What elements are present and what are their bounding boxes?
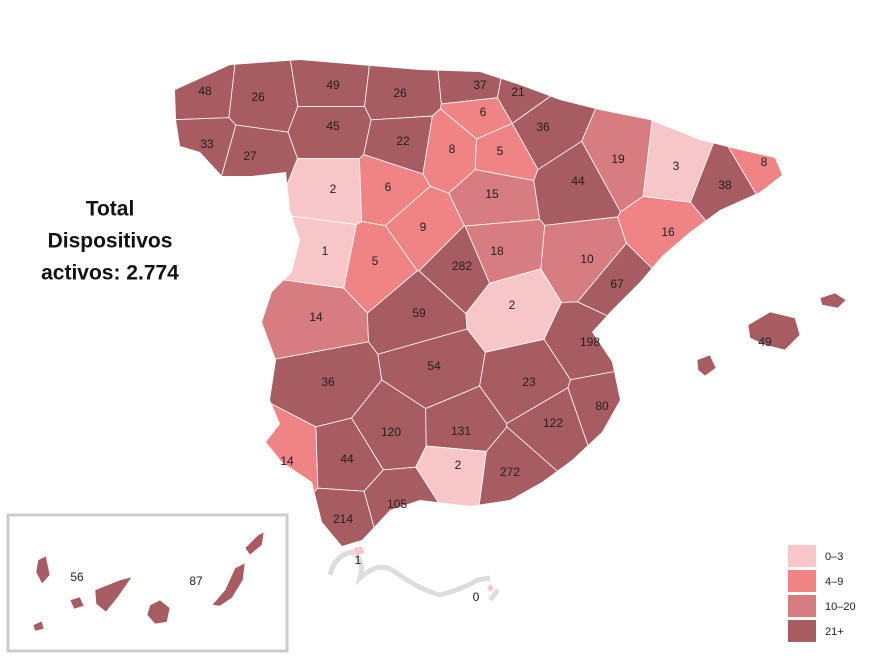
total-line: activos: 2.774 [41, 262, 179, 285]
province-value: 5 [372, 254, 379, 268]
province [415, 445, 487, 546]
province-value: 1 [322, 244, 329, 258]
province [434, 60, 509, 105]
province-value: 27 [243, 149, 257, 163]
legend-swatch [788, 620, 816, 642]
province-value: 56 [70, 570, 84, 584]
province [146, 531, 265, 625]
province-value: 272 [500, 465, 520, 479]
total-line: Total [86, 198, 135, 221]
province-value: 44 [571, 174, 585, 188]
province [204, 213, 357, 289]
legend-label: 21+ [825, 626, 844, 638]
province [696, 292, 847, 377]
province-value: 49 [758, 335, 772, 349]
province-value: 16 [661, 225, 675, 239]
province-value: 26 [393, 86, 407, 100]
province-value: 120 [381, 425, 401, 439]
province [567, 356, 782, 546]
mainland [175, 60, 782, 546]
africa-coast [327, 549, 500, 602]
province-value: 3 [673, 159, 680, 173]
province-value: 38 [718, 178, 732, 192]
province [543, 301, 697, 381]
province-value: 26 [251, 90, 265, 104]
province-value: 44 [340, 452, 354, 466]
province-value: 2 [455, 458, 462, 472]
province-value: 18 [490, 244, 504, 258]
province-value: 45 [326, 119, 340, 133]
province-value: 214 [333, 512, 353, 526]
province-value: 36 [321, 375, 335, 389]
province-value: 54 [427, 359, 441, 373]
province-value: 49 [326, 78, 340, 92]
province-value: 33 [200, 137, 214, 151]
province-value: 80 [595, 399, 609, 413]
province-value: 2 [330, 182, 337, 196]
province-value: 87 [189, 574, 203, 588]
province-value: 14 [309, 310, 323, 324]
province-value: 8 [449, 142, 456, 156]
province-value: 122 [543, 416, 563, 430]
province-value: 48 [198, 84, 212, 98]
province-value: 2 [509, 298, 516, 312]
legend-label: 10–20 [825, 601, 856, 613]
province [175, 60, 239, 122]
province-value: 23 [522, 375, 536, 389]
total-line: Dispositivos [48, 230, 173, 253]
province-value: 131 [451, 424, 471, 438]
province-value: 22 [396, 134, 410, 148]
province-value: 9 [420, 220, 427, 234]
province-value: 282 [452, 259, 472, 273]
province-value: 1 [355, 553, 362, 567]
province-value: 0 [473, 590, 480, 604]
province-value: 37 [473, 78, 487, 92]
province [286, 60, 373, 107]
province-value: 36 [536, 120, 550, 134]
province-value: 21 [511, 85, 525, 99]
province [352, 545, 366, 557]
province-value: 105 [387, 497, 407, 511]
province-value: 10 [580, 252, 594, 266]
province-value: 6 [480, 105, 487, 119]
province-value: 5 [497, 144, 504, 158]
province-value: 8 [761, 155, 768, 169]
province [32, 555, 133, 632]
province-value: 67 [610, 277, 624, 291]
province-value: 198 [580, 335, 600, 349]
province [228, 60, 299, 133]
legend-swatch [788, 545, 816, 567]
legend-label: 4–9 [825, 576, 843, 588]
legend-swatch [788, 595, 816, 617]
province [617, 196, 782, 384]
province [364, 60, 442, 121]
province-value: 59 [412, 306, 426, 320]
legend-swatch [788, 570, 816, 592]
province-value: 15 [485, 187, 499, 201]
legend-label: 0–3 [825, 551, 843, 563]
province-value: 6 [385, 180, 392, 194]
canarias-box [6, 513, 289, 653]
province-value: 14 [280, 454, 294, 468]
province-value: 19 [611, 152, 625, 166]
province [486, 583, 495, 593]
